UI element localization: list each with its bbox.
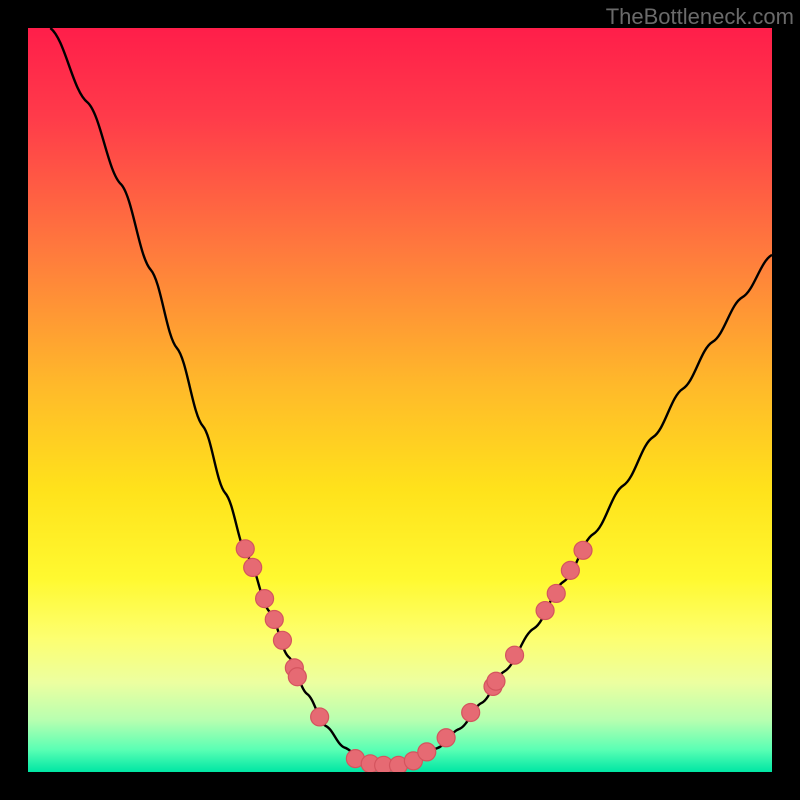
- data-marker: [574, 541, 592, 559]
- data-marker: [288, 668, 306, 686]
- data-marker: [244, 558, 262, 576]
- data-marker: [547, 584, 565, 602]
- data-marker: [311, 708, 329, 726]
- data-markers: [236, 540, 592, 772]
- data-marker: [265, 610, 283, 628]
- bottleneck-curve: [50, 28, 772, 765]
- data-marker: [256, 590, 274, 608]
- data-marker: [536, 602, 554, 620]
- data-marker: [487, 672, 505, 690]
- data-marker: [273, 631, 291, 649]
- data-marker: [236, 540, 254, 558]
- watermark-text: TheBottleneck.com: [606, 4, 794, 30]
- plot-svg: [28, 28, 772, 772]
- data-marker: [437, 729, 455, 747]
- data-marker: [561, 561, 579, 579]
- data-marker: [418, 743, 436, 761]
- data-marker: [462, 703, 480, 721]
- data-marker: [506, 646, 524, 664]
- plot-area: [28, 28, 772, 772]
